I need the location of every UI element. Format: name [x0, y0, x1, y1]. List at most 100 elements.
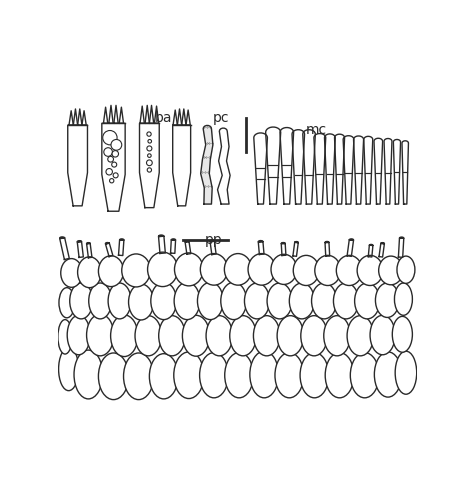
Ellipse shape	[99, 256, 124, 286]
Polygon shape	[343, 136, 354, 204]
Polygon shape	[354, 136, 363, 204]
Ellipse shape	[174, 282, 200, 320]
Ellipse shape	[225, 352, 253, 398]
Text: pc: pc	[213, 111, 229, 125]
Polygon shape	[87, 242, 92, 258]
Circle shape	[147, 146, 152, 151]
Circle shape	[147, 168, 151, 172]
Ellipse shape	[174, 352, 204, 399]
Ellipse shape	[355, 283, 380, 319]
Text: pp: pp	[205, 233, 223, 247]
Polygon shape	[266, 127, 281, 204]
Ellipse shape	[275, 352, 304, 398]
Ellipse shape	[395, 351, 417, 394]
Polygon shape	[170, 239, 175, 254]
Ellipse shape	[200, 254, 228, 285]
Circle shape	[110, 178, 114, 183]
Ellipse shape	[74, 350, 103, 399]
Polygon shape	[139, 124, 159, 208]
Ellipse shape	[325, 352, 354, 398]
Ellipse shape	[293, 256, 319, 286]
Ellipse shape	[197, 282, 223, 320]
Polygon shape	[258, 240, 264, 254]
Circle shape	[106, 168, 113, 175]
Ellipse shape	[111, 315, 138, 356]
Polygon shape	[347, 239, 354, 256]
Ellipse shape	[58, 320, 72, 354]
Polygon shape	[394, 140, 400, 204]
Ellipse shape	[350, 352, 379, 398]
Circle shape	[112, 162, 117, 167]
Ellipse shape	[324, 316, 350, 356]
Ellipse shape	[250, 351, 279, 398]
Polygon shape	[402, 141, 408, 204]
Ellipse shape	[148, 252, 178, 286]
Polygon shape	[384, 138, 392, 204]
Ellipse shape	[248, 254, 275, 285]
Ellipse shape	[108, 283, 131, 319]
Ellipse shape	[336, 256, 362, 286]
Ellipse shape	[375, 352, 401, 397]
Polygon shape	[293, 242, 298, 256]
Ellipse shape	[221, 282, 247, 320]
Polygon shape	[68, 125, 88, 206]
Ellipse shape	[87, 314, 114, 356]
Ellipse shape	[182, 316, 210, 356]
Ellipse shape	[225, 254, 252, 285]
Ellipse shape	[159, 316, 185, 356]
Ellipse shape	[300, 352, 329, 398]
Ellipse shape	[230, 316, 257, 356]
Ellipse shape	[253, 316, 280, 356]
Polygon shape	[398, 237, 404, 258]
Ellipse shape	[375, 283, 399, 318]
Polygon shape	[119, 239, 124, 256]
Ellipse shape	[70, 283, 93, 319]
Polygon shape	[60, 237, 69, 260]
Ellipse shape	[315, 256, 341, 286]
Ellipse shape	[124, 353, 154, 400]
Polygon shape	[325, 242, 330, 256]
Polygon shape	[281, 242, 286, 256]
Text: mc: mc	[306, 124, 327, 138]
Polygon shape	[280, 128, 294, 204]
Polygon shape	[185, 240, 191, 254]
Polygon shape	[77, 240, 83, 258]
Polygon shape	[102, 124, 125, 211]
Ellipse shape	[129, 284, 154, 320]
Ellipse shape	[301, 316, 327, 356]
Circle shape	[148, 154, 151, 158]
Polygon shape	[368, 244, 373, 257]
Circle shape	[104, 148, 113, 156]
Ellipse shape	[206, 316, 232, 356]
Ellipse shape	[200, 352, 228, 398]
Ellipse shape	[277, 316, 304, 356]
Ellipse shape	[135, 316, 162, 356]
Ellipse shape	[99, 353, 129, 400]
Circle shape	[103, 130, 117, 145]
Ellipse shape	[59, 288, 75, 318]
Circle shape	[111, 140, 122, 150]
Polygon shape	[335, 134, 344, 204]
Polygon shape	[210, 240, 216, 254]
Ellipse shape	[392, 316, 413, 352]
Ellipse shape	[379, 256, 403, 285]
Ellipse shape	[347, 316, 374, 356]
Ellipse shape	[175, 253, 203, 286]
Polygon shape	[325, 134, 335, 204]
Polygon shape	[292, 130, 305, 204]
Circle shape	[108, 156, 113, 162]
Ellipse shape	[357, 256, 383, 286]
Polygon shape	[364, 136, 373, 204]
Text: ba: ba	[155, 111, 173, 125]
Ellipse shape	[370, 316, 395, 355]
Ellipse shape	[312, 283, 337, 319]
Ellipse shape	[267, 283, 292, 319]
Ellipse shape	[244, 283, 269, 319]
Ellipse shape	[61, 258, 82, 288]
Circle shape	[148, 140, 151, 143]
Circle shape	[112, 150, 119, 157]
Polygon shape	[218, 128, 230, 204]
Polygon shape	[314, 134, 326, 204]
Circle shape	[146, 160, 152, 166]
Polygon shape	[254, 133, 268, 204]
